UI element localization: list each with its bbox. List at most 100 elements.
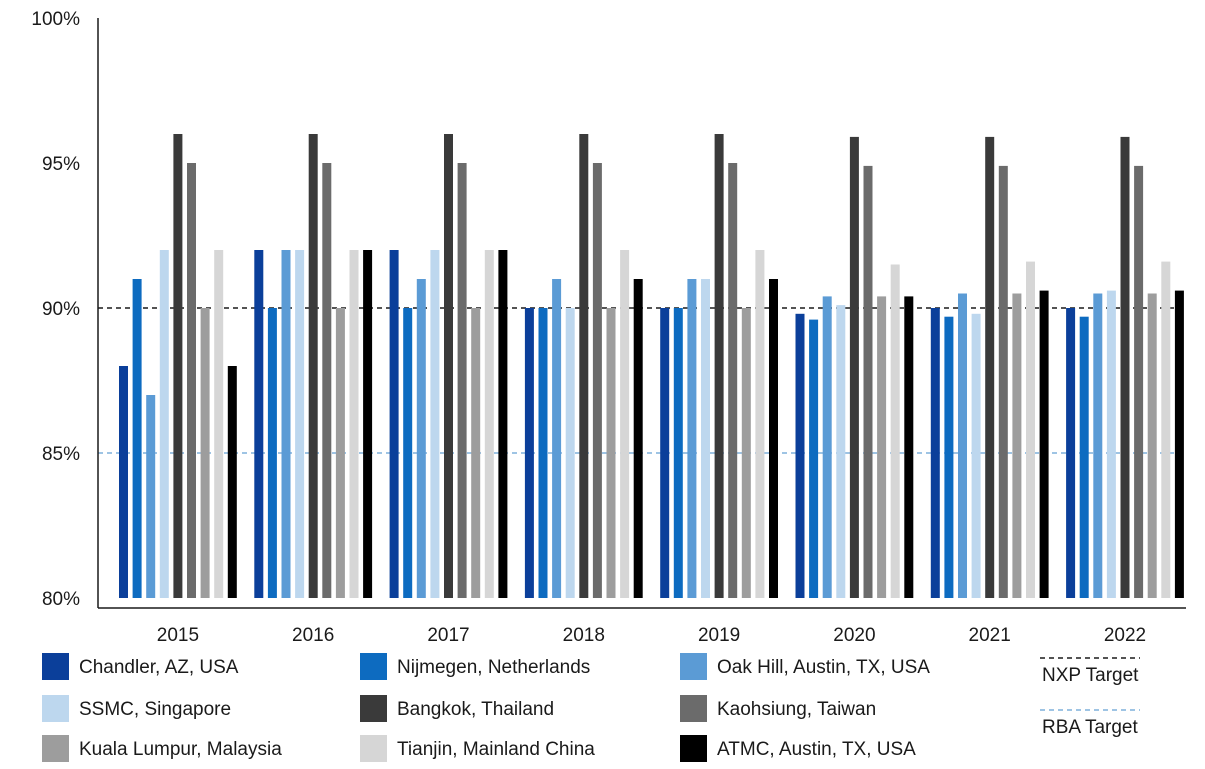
bar bbox=[267, 308, 277, 598]
bar bbox=[890, 264, 900, 598]
legend-reference-label: RBA Target bbox=[1042, 717, 1138, 738]
legend-label: Tianjin, Mainland China bbox=[397, 739, 595, 760]
y-tick-label: 90% bbox=[42, 299, 80, 320]
bar bbox=[769, 279, 778, 598]
legend-label: Chandler, AZ, USA bbox=[79, 657, 239, 678]
bar bbox=[755, 250, 765, 598]
bar bbox=[579, 134, 589, 598]
bar bbox=[728, 163, 738, 598]
bar bbox=[1012, 293, 1022, 598]
bar bbox=[471, 308, 481, 598]
bar bbox=[944, 316, 954, 598]
bar bbox=[173, 134, 183, 598]
bar bbox=[1161, 261, 1171, 598]
bar bbox=[849, 136, 859, 598]
legend: Chandler, AZ, USA Nijmegen, Netherlands Oa… bbox=[42, 653, 1140, 762]
bar bbox=[958, 293, 967, 598]
bar bbox=[1079, 316, 1089, 598]
bar bbox=[416, 279, 426, 598]
bar bbox=[877, 296, 887, 598]
legend-swatch bbox=[42, 735, 69, 762]
bar bbox=[200, 308, 210, 598]
bar bbox=[620, 250, 630, 598]
axes bbox=[97, 18, 1186, 609]
bar bbox=[1174, 290, 1184, 598]
bar bbox=[1093, 293, 1103, 598]
y-tick-label: 85% bbox=[42, 444, 80, 465]
bar bbox=[904, 296, 914, 598]
bar bbox=[660, 308, 670, 598]
bar bbox=[985, 136, 995, 598]
bar bbox=[335, 308, 345, 598]
bar bbox=[863, 165, 873, 598]
y-tick-label: 80% bbox=[42, 589, 80, 610]
legend-swatch bbox=[42, 695, 69, 722]
bar bbox=[132, 279, 142, 598]
bar bbox=[430, 250, 440, 598]
bar bbox=[1026, 261, 1035, 598]
bar bbox=[741, 308, 751, 598]
bar bbox=[795, 313, 805, 598]
bar bbox=[146, 395, 156, 598]
legend-label: SSMC, Singapore bbox=[79, 699, 231, 720]
legend-label: ATMC, Austin, TX, USA bbox=[717, 739, 916, 760]
legend-reference-label: NXP Target bbox=[1042, 665, 1139, 686]
x-tick-label: 2015 bbox=[157, 625, 199, 646]
legend-swatch bbox=[680, 735, 707, 762]
bar bbox=[822, 296, 832, 598]
bar bbox=[308, 134, 318, 598]
bar bbox=[998, 165, 1008, 598]
x-tick-label: 2021 bbox=[969, 625, 1011, 646]
bar bbox=[592, 163, 602, 598]
x-tick-label: 2019 bbox=[698, 625, 740, 646]
bar bbox=[281, 250, 291, 598]
bar bbox=[1147, 293, 1157, 598]
legend-label: Kuala Lumpur, Malaysia bbox=[79, 739, 282, 760]
legend-label: Oak Hill, Austin, TX, USA bbox=[717, 657, 930, 678]
x-tick-label: 2018 bbox=[563, 625, 605, 646]
bar bbox=[227, 366, 237, 598]
bar bbox=[457, 163, 467, 598]
legend-label: Bangkok, Thailand bbox=[397, 699, 554, 720]
bar bbox=[1039, 290, 1049, 598]
bar bbox=[930, 308, 940, 598]
bar bbox=[1134, 165, 1144, 598]
bars bbox=[119, 134, 1184, 598]
x-tick-labels: 2015 2016 2017 2018 2019 2020 2021 2022 bbox=[157, 625, 1146, 646]
bar bbox=[444, 134, 453, 598]
bar bbox=[633, 279, 643, 598]
bar bbox=[403, 308, 413, 598]
legend-swatch bbox=[680, 653, 707, 680]
bar bbox=[552, 279, 562, 598]
bar bbox=[159, 250, 169, 598]
bar bbox=[254, 250, 264, 598]
bar bbox=[214, 250, 224, 598]
x-tick-label: 2016 bbox=[292, 625, 334, 646]
bar bbox=[187, 163, 196, 598]
bar bbox=[714, 134, 724, 598]
legend-swatch bbox=[680, 695, 707, 722]
y-tick-label: 100% bbox=[31, 9, 80, 30]
x-tick-label: 2017 bbox=[427, 625, 469, 646]
bar bbox=[538, 308, 548, 598]
bar bbox=[1120, 136, 1130, 598]
bar bbox=[701, 279, 710, 598]
legend-swatch bbox=[360, 653, 387, 680]
y-tick-label: 95% bbox=[42, 154, 80, 175]
bar bbox=[498, 250, 508, 598]
bar bbox=[119, 366, 128, 598]
bar bbox=[971, 313, 981, 598]
bar bbox=[322, 163, 332, 598]
bar bbox=[484, 250, 494, 598]
bar bbox=[809, 319, 819, 598]
legend-label: Kaohsiung, Taiwan bbox=[717, 699, 876, 720]
y-tick-labels: 80% 85% 90% 95% 100% bbox=[31, 9, 80, 610]
bar bbox=[565, 308, 575, 598]
bar bbox=[295, 250, 305, 598]
bar bbox=[687, 279, 697, 598]
bar bbox=[363, 250, 373, 598]
bar bbox=[389, 250, 399, 598]
x-tick-label: 2022 bbox=[1104, 625, 1146, 646]
bar bbox=[349, 250, 359, 598]
